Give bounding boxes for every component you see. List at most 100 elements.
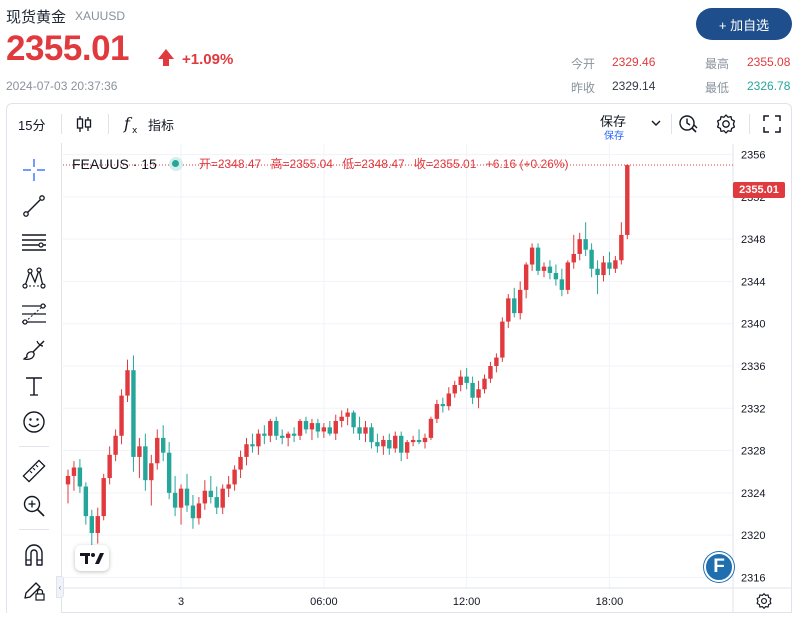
save-layout-button[interactable]: 保存 保存 (593, 110, 665, 142)
candle-body (345, 412, 350, 417)
prev-close-value: 2329.14 (612, 79, 656, 93)
candle-body (589, 249, 594, 269)
candle-body (238, 456, 243, 470)
y-tick-label: 2324 (741, 488, 765, 500)
horizontal-lines-tool[interactable] (21, 229, 47, 255)
candle-body (470, 382, 475, 398)
candle-body (297, 420, 303, 436)
emoji-icon (23, 411, 45, 433)
candle-body (541, 266, 547, 271)
candle-body (125, 370, 130, 396)
candle-body (101, 478, 106, 517)
measure-tool[interactable] (21, 458, 47, 484)
interval-selector[interactable]: 15分 (18, 117, 46, 133)
fullscreen-button[interactable] (762, 104, 782, 144)
candle-body (327, 427, 332, 434)
lock-drawings-tool[interactable] (21, 577, 47, 603)
candle-body (351, 412, 356, 428)
y-tick-label: 2320 (741, 530, 765, 542)
fullscreen-icon (763, 115, 781, 133)
candle-body (190, 505, 196, 519)
pattern-tool[interactable] (21, 265, 47, 291)
alert-button[interactable] (677, 104, 699, 144)
toolbar-divider (61, 114, 62, 134)
emoji-tool[interactable] (21, 409, 47, 435)
candle-body (315, 423, 321, 432)
legend-symbol: FEAUUS · 15 (72, 155, 157, 172)
fib-retracement-icon (22, 303, 46, 325)
candle-body (404, 442, 410, 453)
y-tick-label: 2332 (741, 403, 765, 415)
candle-body (500, 321, 505, 358)
candle-body (280, 435, 285, 438)
chart-type-button[interactable] (75, 104, 93, 144)
candle-body (440, 404, 446, 407)
y-tick-label: 2336 (741, 361, 765, 373)
candle-body (357, 427, 362, 434)
chevron-down-icon (651, 120, 661, 126)
candle-body (399, 435, 404, 453)
magnet-icon (25, 544, 43, 566)
text-tool[interactable] (21, 373, 47, 399)
candle-body (172, 492, 178, 508)
candle-body (393, 435, 398, 449)
candle-body (149, 463, 154, 481)
price-change-percent: +1.09% (182, 51, 234, 68)
candle-body (512, 298, 517, 314)
market-status-icon (168, 156, 183, 171)
tradingview-logo-icon[interactable] (75, 545, 109, 571)
settings-button[interactable] (715, 104, 737, 144)
low-label: 最低 (705, 81, 730, 95)
candle-body (178, 488, 184, 508)
candle-body (428, 418, 434, 438)
candle-body (553, 272, 559, 280)
text-icon (26, 377, 42, 396)
candle-body (214, 497, 219, 508)
candle-body (95, 516, 100, 534)
fib-retracement-tool[interactable] (21, 301, 47, 327)
candle-body (410, 440, 416, 443)
y-tick-label: 2344 (741, 276, 765, 288)
candle-body (65, 475, 71, 485)
candle-body (434, 404, 440, 419)
y-tick-label: 2316 (741, 572, 765, 584)
candle-body (268, 420, 273, 436)
crosshair-tool[interactable] (21, 157, 47, 183)
toolbar-divider (19, 529, 49, 530)
toolbar-divider (671, 114, 672, 134)
candle-body (161, 437, 166, 453)
x-tick-label: 3 (178, 596, 184, 608)
zoom-in-tool[interactable] (21, 493, 47, 519)
prev-close-label: 昨收 (571, 81, 596, 95)
candle-body (625, 165, 630, 235)
collapse-toolbar-button[interactable]: ‹ (56, 576, 64, 598)
indicators-button[interactable]: f x 指标 (123, 104, 174, 144)
candle-body (119, 395, 124, 436)
trendline-tool[interactable] (21, 193, 47, 219)
candle-body (137, 446, 142, 457)
save-label: 保存 (600, 114, 627, 129)
candle-body (83, 486, 89, 517)
add-to-watchlist-button[interactable]: + 加自选 (696, 8, 792, 40)
candle-body (506, 298, 511, 322)
f-badge-icon[interactable]: F (704, 552, 734, 582)
candle-body (155, 437, 160, 464)
candle-body (369, 427, 374, 443)
brush-tool[interactable] (21, 337, 47, 363)
magnet-tool[interactable] (21, 542, 47, 568)
y-tick-label: 2356 (741, 150, 765, 162)
candle-body (494, 357, 499, 366)
candles-icon (76, 116, 92, 132)
candle-body (595, 268, 600, 276)
candle-body (291, 433, 297, 436)
y-tick-label: 2348 (741, 234, 765, 246)
candle-body (518, 289, 523, 314)
axis-settings-icon[interactable] (755, 592, 773, 610)
toolbar-divider (749, 114, 750, 134)
x-tick-label: 12:00 (453, 596, 481, 608)
lock-pencil-icon (24, 582, 45, 601)
candle-body (131, 370, 136, 457)
candle-body (577, 239, 582, 254)
zoom-in-icon (23, 495, 45, 517)
